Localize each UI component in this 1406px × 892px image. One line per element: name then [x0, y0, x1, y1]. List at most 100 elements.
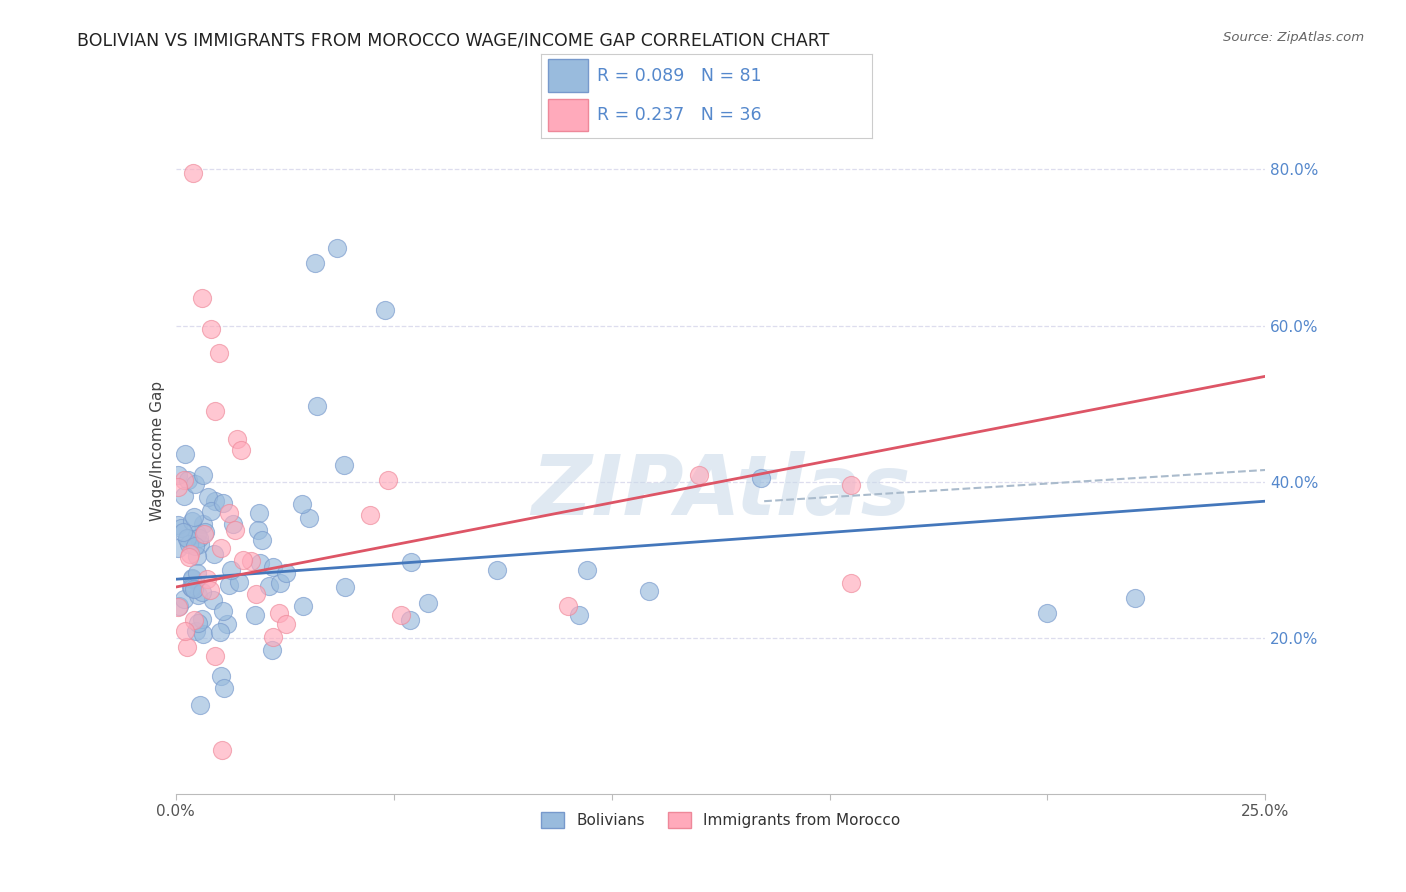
- Text: R = 0.089   N = 81: R = 0.089 N = 81: [598, 67, 762, 85]
- Point: [298, 510, 321, 524]
- Point: [181, 166, 204, 180]
- Point: [575, 562, 598, 576]
- Point: [183, 510, 205, 524]
- Point: [209, 541, 232, 555]
- Point: [291, 599, 314, 613]
- Point: [262, 560, 284, 574]
- Point: [177, 550, 200, 565]
- Point: [841, 576, 863, 591]
- Point: [398, 613, 420, 627]
- Bar: [548, 60, 588, 92]
- Point: [173, 447, 195, 461]
- Point: [274, 566, 297, 580]
- Point: [243, 607, 266, 622]
- Point: [389, 608, 412, 623]
- Point: [167, 517, 190, 532]
- Point: [225, 432, 247, 446]
- Point: [262, 630, 284, 644]
- Point: [638, 584, 661, 599]
- Point: [245, 587, 267, 601]
- Point: [219, 563, 242, 577]
- Point: [184, 624, 207, 638]
- Legend: Bolivians, Immigrants from Morocco: Bolivians, Immigrants from Morocco: [534, 806, 907, 834]
- Point: [841, 478, 863, 492]
- Point: [212, 496, 235, 510]
- Point: [218, 578, 240, 592]
- Point: [181, 514, 204, 528]
- Point: [202, 593, 225, 607]
- Point: [179, 547, 201, 561]
- Point: [191, 516, 214, 531]
- Point: [181, 572, 204, 586]
- Point: [167, 468, 190, 483]
- Point: [184, 540, 207, 554]
- Point: [200, 582, 222, 597]
- Point: [172, 525, 194, 540]
- Point: [332, 458, 354, 472]
- Point: [167, 599, 190, 613]
- Point: [231, 443, 253, 458]
- Point: [186, 549, 208, 564]
- Point: [190, 612, 212, 626]
- Point: [176, 640, 198, 655]
- Point: [193, 527, 215, 541]
- Point: [212, 604, 235, 618]
- Point: [176, 473, 198, 487]
- Point: [177, 536, 200, 550]
- Text: BOLIVIAN VS IMMIGRANTS FROM MOROCCO WAGE/INCOME GAP CORRELATION CHART: BOLIVIAN VS IMMIGRANTS FROM MOROCCO WAGE…: [77, 31, 830, 49]
- Point: [204, 649, 226, 664]
- Point: [209, 625, 232, 640]
- Point: [335, 580, 357, 594]
- Point: [568, 607, 591, 622]
- Point: [399, 555, 422, 569]
- Point: [249, 556, 271, 570]
- Point: [180, 580, 202, 594]
- Text: Source: ZipAtlas.com: Source: ZipAtlas.com: [1223, 31, 1364, 45]
- Point: [232, 552, 254, 566]
- Point: [305, 399, 328, 413]
- Point: [191, 291, 214, 305]
- Point: [197, 490, 219, 504]
- Point: [204, 493, 226, 508]
- Point: [188, 698, 211, 713]
- Point: [186, 566, 208, 580]
- Text: ZIPAtlas: ZIPAtlas: [531, 451, 910, 533]
- Point: [193, 627, 215, 641]
- Point: [173, 624, 195, 639]
- Point: [257, 579, 280, 593]
- Point: [183, 613, 205, 627]
- Point: [211, 742, 233, 756]
- Point: [274, 616, 297, 631]
- Point: [184, 477, 207, 491]
- Point: [749, 471, 772, 485]
- Point: [218, 506, 240, 520]
- Point: [209, 669, 232, 683]
- Point: [359, 508, 381, 522]
- Point: [269, 576, 291, 591]
- Point: [215, 616, 238, 631]
- Point: [186, 526, 208, 541]
- Point: [173, 489, 195, 503]
- Point: [221, 517, 243, 532]
- Point: [326, 240, 349, 255]
- Bar: [548, 99, 588, 131]
- Point: [250, 533, 273, 547]
- Point: [195, 572, 218, 586]
- Point: [176, 533, 198, 547]
- Y-axis label: Wage/Income Gap: Wage/Income Gap: [149, 380, 165, 521]
- Point: [194, 524, 217, 539]
- Point: [374, 302, 396, 317]
- Point: [416, 596, 439, 610]
- Point: [247, 506, 270, 520]
- Point: [260, 643, 283, 657]
- Point: [377, 473, 399, 487]
- Point: [688, 468, 710, 483]
- Point: [190, 584, 212, 599]
- Point: [557, 599, 579, 613]
- Point: [304, 256, 326, 270]
- Point: [239, 554, 262, 568]
- Point: [212, 681, 235, 696]
- Point: [200, 503, 222, 517]
- Point: [1036, 606, 1059, 620]
- Point: [224, 523, 246, 537]
